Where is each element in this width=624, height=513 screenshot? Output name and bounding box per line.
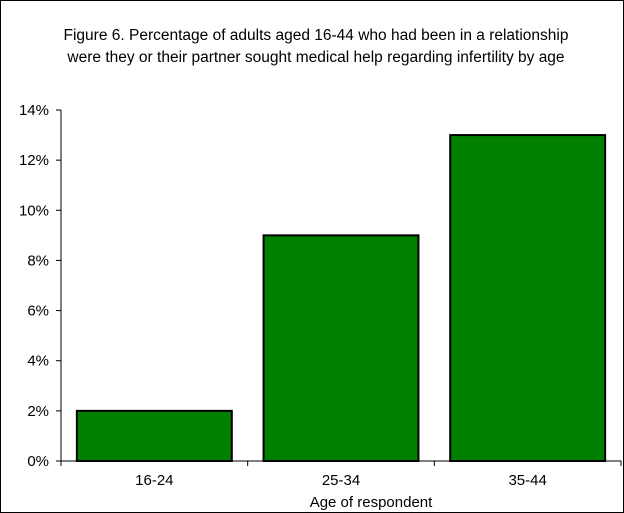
chart-title: Figure 6. Percentage of adults aged 16-4… (63, 27, 569, 66)
x-tick-label: 35-44 (508, 472, 546, 489)
y-tick-label: 10% (19, 202, 49, 219)
y-tick-label: 14% (19, 102, 49, 119)
y-axis-ticks: 0% 2% 4% 6% 8% 10% 12% 14% (19, 102, 61, 470)
y-tick-label: 8% (27, 252, 49, 269)
x-tick-label: 25-34 (322, 472, 360, 489)
bar-35-44 (449, 134, 607, 462)
y-tick-label: 12% (19, 152, 49, 169)
y-tick-label: 0% (27, 453, 49, 470)
bars-group (75, 134, 607, 463)
bar-25-34 (262, 234, 420, 462)
y-tick-label: 6% (27, 303, 49, 320)
x-axis-label: Age of respondent (310, 494, 433, 511)
x-tick-label: 16-24 (135, 472, 173, 489)
x-axis-ticks: 16-24 25-34 35-44 (60, 461, 622, 489)
y-tick-label: 2% (27, 403, 49, 420)
y-tick-label: 4% (27, 353, 49, 370)
bar-16-24 (75, 409, 233, 463)
